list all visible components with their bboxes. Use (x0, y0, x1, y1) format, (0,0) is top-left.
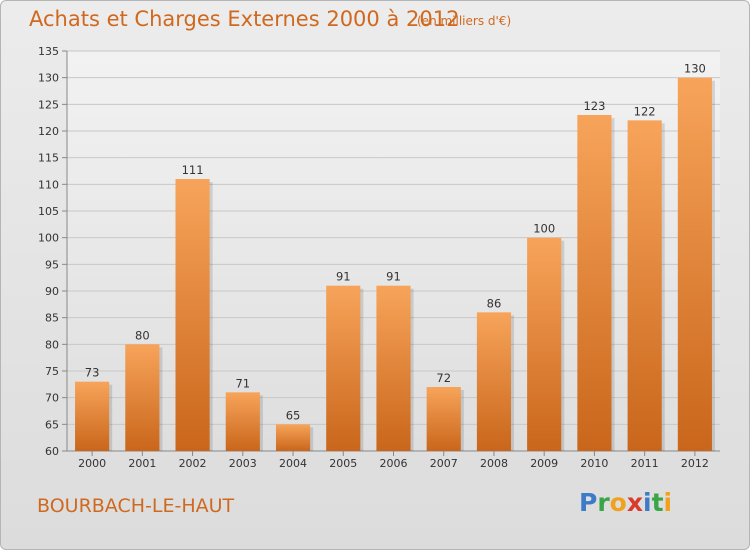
x-tick-label: 2010 (580, 457, 608, 470)
x-tick-label: 2011 (631, 457, 659, 470)
y-tick-label: 130 (38, 72, 59, 85)
bar (225, 392, 260, 451)
y-tick-label: 110 (38, 178, 59, 191)
x-tick-label: 2008 (480, 457, 508, 470)
data-label: 65 (286, 408, 301, 422)
x-tick-label: 2004 (279, 457, 307, 470)
bar (125, 344, 160, 451)
y-tick-label: 135 (38, 45, 59, 58)
bar (527, 237, 562, 451)
y-tick-label: 125 (38, 98, 59, 111)
x-tick-label: 2009 (530, 457, 558, 470)
logo-letter: r (597, 488, 610, 517)
data-label: 122 (634, 104, 656, 118)
y-tick-label: 70 (45, 392, 59, 405)
y-tick-label: 80 (45, 338, 59, 351)
data-label: 100 (533, 222, 555, 236)
bar (275, 424, 311, 451)
data-label: 72 (436, 371, 451, 385)
x-tick-label: 2007 (430, 457, 458, 470)
y-tick-label: 95 (45, 258, 59, 271)
data-label: 86 (487, 296, 502, 310)
data-label: 91 (336, 270, 351, 284)
bar (627, 120, 662, 451)
bar (326, 285, 361, 451)
data-label: 80 (135, 328, 150, 342)
y-tick-label: 115 (38, 152, 59, 165)
y-tick-label: 100 (38, 232, 59, 245)
bar (376, 285, 411, 451)
data-label: 71 (235, 376, 250, 390)
bar (75, 381, 110, 451)
x-tick-label: 2003 (229, 457, 257, 470)
data-label: 73 (85, 366, 100, 380)
y-tick-label: 120 (38, 125, 59, 138)
x-tick-label: 2006 (380, 457, 408, 470)
y-tick-label: 105 (38, 205, 59, 218)
town-name: BOURBACH-LE-HAUT (37, 495, 235, 517)
bar (426, 387, 461, 451)
y-tick-label: 65 (45, 418, 59, 431)
logo-letter: i (663, 488, 673, 517)
y-tick-label: 90 (45, 285, 59, 298)
logo-letter: i (643, 488, 652, 517)
bar (677, 77, 712, 452)
x-tick-label: 2002 (179, 457, 207, 470)
bar (577, 115, 612, 451)
data-label: 111 (182, 163, 204, 177)
x-tick-label: 2001 (128, 457, 156, 470)
data-label: 123 (583, 99, 605, 113)
unit-label: (en milliers d'€) (417, 14, 512, 28)
bar (476, 312, 512, 451)
logo-letter: P (579, 488, 598, 517)
logo-letter: x (626, 488, 643, 517)
x-tick-label: 2000 (78, 457, 106, 470)
x-tick-label: 2005 (329, 457, 357, 470)
bar (175, 179, 210, 451)
data-label: 130 (684, 62, 706, 76)
y-tick-label: 75 (45, 365, 59, 378)
logo-letter: t (651, 488, 664, 517)
x-tick-label: 2012 (681, 457, 709, 470)
y-tick-label: 85 (45, 312, 59, 325)
chart-title: Achats et Charges Externes 2000 à 2012 (29, 7, 460, 31)
logo-letter: o (609, 488, 627, 517)
proxiti-logo: Proxiti (579, 488, 672, 517)
y-tick-label: 60 (45, 445, 59, 458)
data-label: 91 (386, 270, 401, 284)
